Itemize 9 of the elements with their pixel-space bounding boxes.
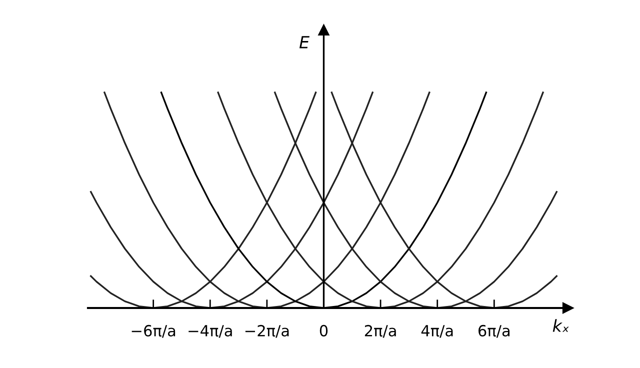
- x-tick-label: 0: [320, 324, 328, 336]
- y-axis-title: E: [299, 36, 310, 48]
- x-tick-label: 4π/a: [421, 325, 453, 338]
- x-tick-label: −2π/a: [245, 324, 289, 338]
- x-tick-label: 6π/a: [478, 324, 510, 338]
- x-tick-label: 2π/a: [364, 324, 396, 338]
- x-tick-label: −4π/a: [188, 325, 232, 338]
- x-axis-title: kₓ: [552, 319, 569, 332]
- x-tick-label: −6π/a: [132, 324, 176, 338]
